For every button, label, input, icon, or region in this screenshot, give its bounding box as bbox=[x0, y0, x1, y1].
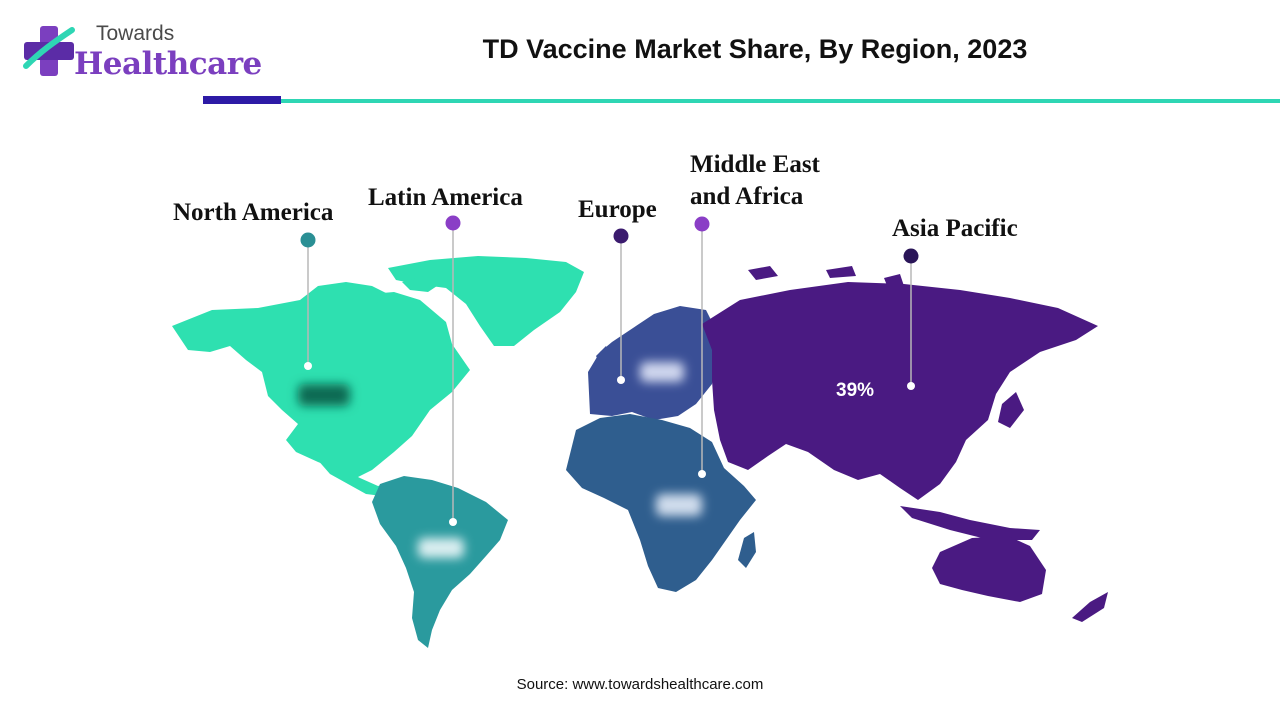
logo-text-bottom: Healthcare bbox=[74, 46, 262, 82]
callout-latin-america: Latin America bbox=[368, 184, 523, 526]
indonesia-landmass bbox=[900, 506, 1040, 540]
label-middle-east-africa-line1: Middle East bbox=[690, 151, 821, 178]
marker-dot-middle-east-africa bbox=[694, 216, 710, 232]
north-america-value-blur bbox=[298, 384, 350, 406]
region-north-america bbox=[172, 256, 584, 496]
new-zealand-landmass bbox=[1072, 592, 1108, 622]
madagascar-landmass bbox=[738, 532, 756, 568]
north-asia-islands bbox=[748, 266, 904, 288]
label-middle-east-africa-line2: and Africa bbox=[690, 183, 804, 210]
region-asia-pacific bbox=[702, 266, 1108, 622]
latin-america-value-blur bbox=[418, 538, 464, 558]
label-north-america: North America bbox=[173, 199, 334, 226]
logo-text-top: Towards bbox=[96, 22, 175, 45]
label-asia-pacific: Asia Pacific bbox=[892, 215, 1018, 242]
marker-dot-north-america bbox=[300, 232, 316, 248]
region-middle-east-africa bbox=[566, 414, 756, 592]
anchor-dot-latin-america bbox=[449, 518, 457, 526]
source-note: Source: www.towardshealthcare.com bbox=[516, 676, 764, 693]
callout-middle-east-africa: Middle East and Africa bbox=[690, 151, 821, 478]
uk-landmass bbox=[596, 346, 612, 372]
marker-dot-europe bbox=[613, 228, 629, 244]
arctic-islands bbox=[300, 276, 440, 306]
anchor-dot-europe bbox=[617, 376, 625, 384]
anchor-dot-middle-east-africa bbox=[698, 470, 706, 478]
label-latin-america: Latin America bbox=[368, 184, 523, 211]
page-title: TD Vaccine Market Share, By Region, 2023 bbox=[482, 34, 1028, 64]
value-asia-pacific: 39% bbox=[836, 380, 874, 401]
japan-landmass bbox=[998, 392, 1024, 428]
region-callouts: North America Latin America Europe Middl… bbox=[173, 151, 1018, 526]
medical-cross-icon bbox=[23, 26, 75, 76]
greenland-landmass bbox=[388, 256, 584, 346]
mea-value-blur bbox=[656, 494, 702, 516]
marker-dot-latin-america bbox=[445, 215, 461, 231]
callout-asia-pacific: Asia Pacific 39% bbox=[836, 215, 1018, 401]
callout-north-america: North America bbox=[173, 199, 334, 370]
anchor-dot-north-america bbox=[304, 362, 312, 370]
marker-dot-asia-pacific bbox=[903, 248, 919, 264]
callout-europe: Europe bbox=[578, 196, 657, 384]
asia-landmass bbox=[702, 282, 1098, 500]
region-europe bbox=[588, 306, 718, 420]
region-latin-america bbox=[372, 476, 508, 648]
brand-logo: Towards Healthcare bbox=[20, 22, 262, 84]
central-america-landmass bbox=[316, 458, 392, 496]
label-europe: Europe bbox=[578, 196, 657, 223]
title-rule-accent bbox=[203, 96, 281, 104]
anchor-dot-asia-pacific bbox=[907, 382, 915, 390]
title-rule bbox=[281, 99, 1280, 103]
latin-america-landmass bbox=[372, 476, 508, 648]
europe-value-blur bbox=[640, 362, 684, 382]
australia-landmass bbox=[932, 536, 1046, 602]
